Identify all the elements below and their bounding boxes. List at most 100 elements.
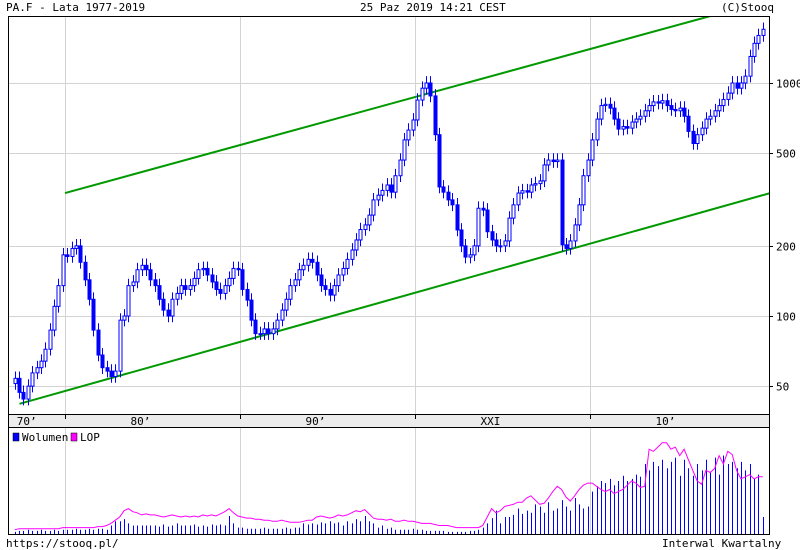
candle-body (590, 139, 595, 161)
legend-swatch-lop (70, 432, 78, 442)
x-tick-label: XXI (481, 415, 501, 428)
candle (415, 93, 420, 127)
candle-body (507, 217, 512, 242)
candle-body (717, 105, 722, 112)
candle-body (700, 127, 705, 136)
candle-body (315, 261, 320, 276)
candle (262, 322, 267, 340)
candle-body (205, 267, 210, 276)
candle (520, 183, 525, 200)
candle (463, 239, 468, 264)
candle (65, 248, 70, 263)
candle (336, 268, 341, 292)
candle (30, 366, 35, 393)
candle (188, 278, 193, 296)
candle-body (21, 391, 26, 400)
candle (669, 98, 674, 116)
candle-body (485, 209, 490, 233)
candle-body (210, 274, 215, 283)
candle-body (691, 130, 696, 144)
trend-line (19, 192, 769, 405)
candle-body (398, 159, 403, 177)
candle (468, 248, 473, 264)
candle-body (726, 92, 731, 100)
copyright-link[interactable]: (C)Stooq (721, 1, 774, 14)
candle (638, 109, 643, 126)
candle-body (161, 298, 166, 311)
candle-body (498, 245, 503, 248)
candle (490, 224, 495, 247)
candle-body (258, 333, 263, 336)
candle-body (621, 126, 626, 130)
candle-body (472, 245, 477, 256)
candle-body (280, 309, 285, 321)
candle (647, 98, 652, 118)
candle (485, 203, 490, 238)
candle (275, 313, 280, 336)
candle (625, 119, 630, 135)
footer-url-link[interactable]: https://stooq.pl/ (6, 537, 119, 550)
candle-body (345, 258, 350, 269)
candle-body (236, 267, 241, 271)
candle (529, 178, 534, 199)
candle-body (665, 100, 670, 107)
candle-body (179, 285, 184, 294)
candle (196, 262, 201, 285)
y-tick-label: 100 (776, 311, 796, 324)
candle-body (660, 100, 665, 104)
candle (376, 188, 381, 207)
candle-body (78, 245, 83, 263)
candle-body (135, 269, 140, 283)
candle-body (288, 285, 293, 300)
candle-body (748, 55, 753, 77)
candle (52, 299, 57, 337)
candle (608, 97, 613, 115)
candle-body (581, 175, 586, 206)
candle (118, 313, 123, 378)
candle-body (328, 288, 333, 296)
candle (713, 103, 718, 123)
candle-body (319, 274, 324, 287)
candle (48, 323, 53, 356)
candle-body (266, 328, 271, 335)
candle-body (332, 285, 337, 296)
candle (83, 255, 88, 287)
candle (135, 262, 140, 289)
candle (288, 278, 293, 306)
lop-line (14, 442, 763, 531)
candle (205, 261, 210, 282)
candle-body (616, 118, 621, 130)
candle (227, 271, 232, 292)
candle (682, 101, 687, 123)
candle-body (406, 129, 411, 141)
candle (284, 292, 289, 317)
x-axis: 70’ 80’ 90’ XXI 10’ (17, 415, 675, 428)
candle-body (577, 204, 582, 226)
candle (341, 261, 346, 282)
candle-body (385, 184, 390, 191)
candle (525, 183, 530, 199)
candle (214, 275, 219, 296)
candle (363, 218, 368, 236)
candle-body (441, 186, 446, 193)
candle (686, 109, 691, 138)
candle-body (538, 180, 543, 185)
candle-body (721, 98, 726, 107)
candle-body (122, 315, 127, 321)
candle (253, 313, 258, 340)
candle-body (459, 229, 464, 247)
candle-body (389, 184, 394, 193)
candle (560, 153, 565, 252)
candle (140, 258, 145, 276)
candle (315, 255, 320, 282)
candle (616, 112, 621, 136)
candle-body (380, 189, 385, 196)
candle (100, 348, 105, 374)
candle-body (109, 370, 114, 377)
candle (350, 243, 355, 266)
candle-body (363, 224, 368, 231)
x-tick-label: 70’ (17, 415, 37, 428)
candle-body (651, 101, 656, 107)
candle (660, 93, 665, 110)
